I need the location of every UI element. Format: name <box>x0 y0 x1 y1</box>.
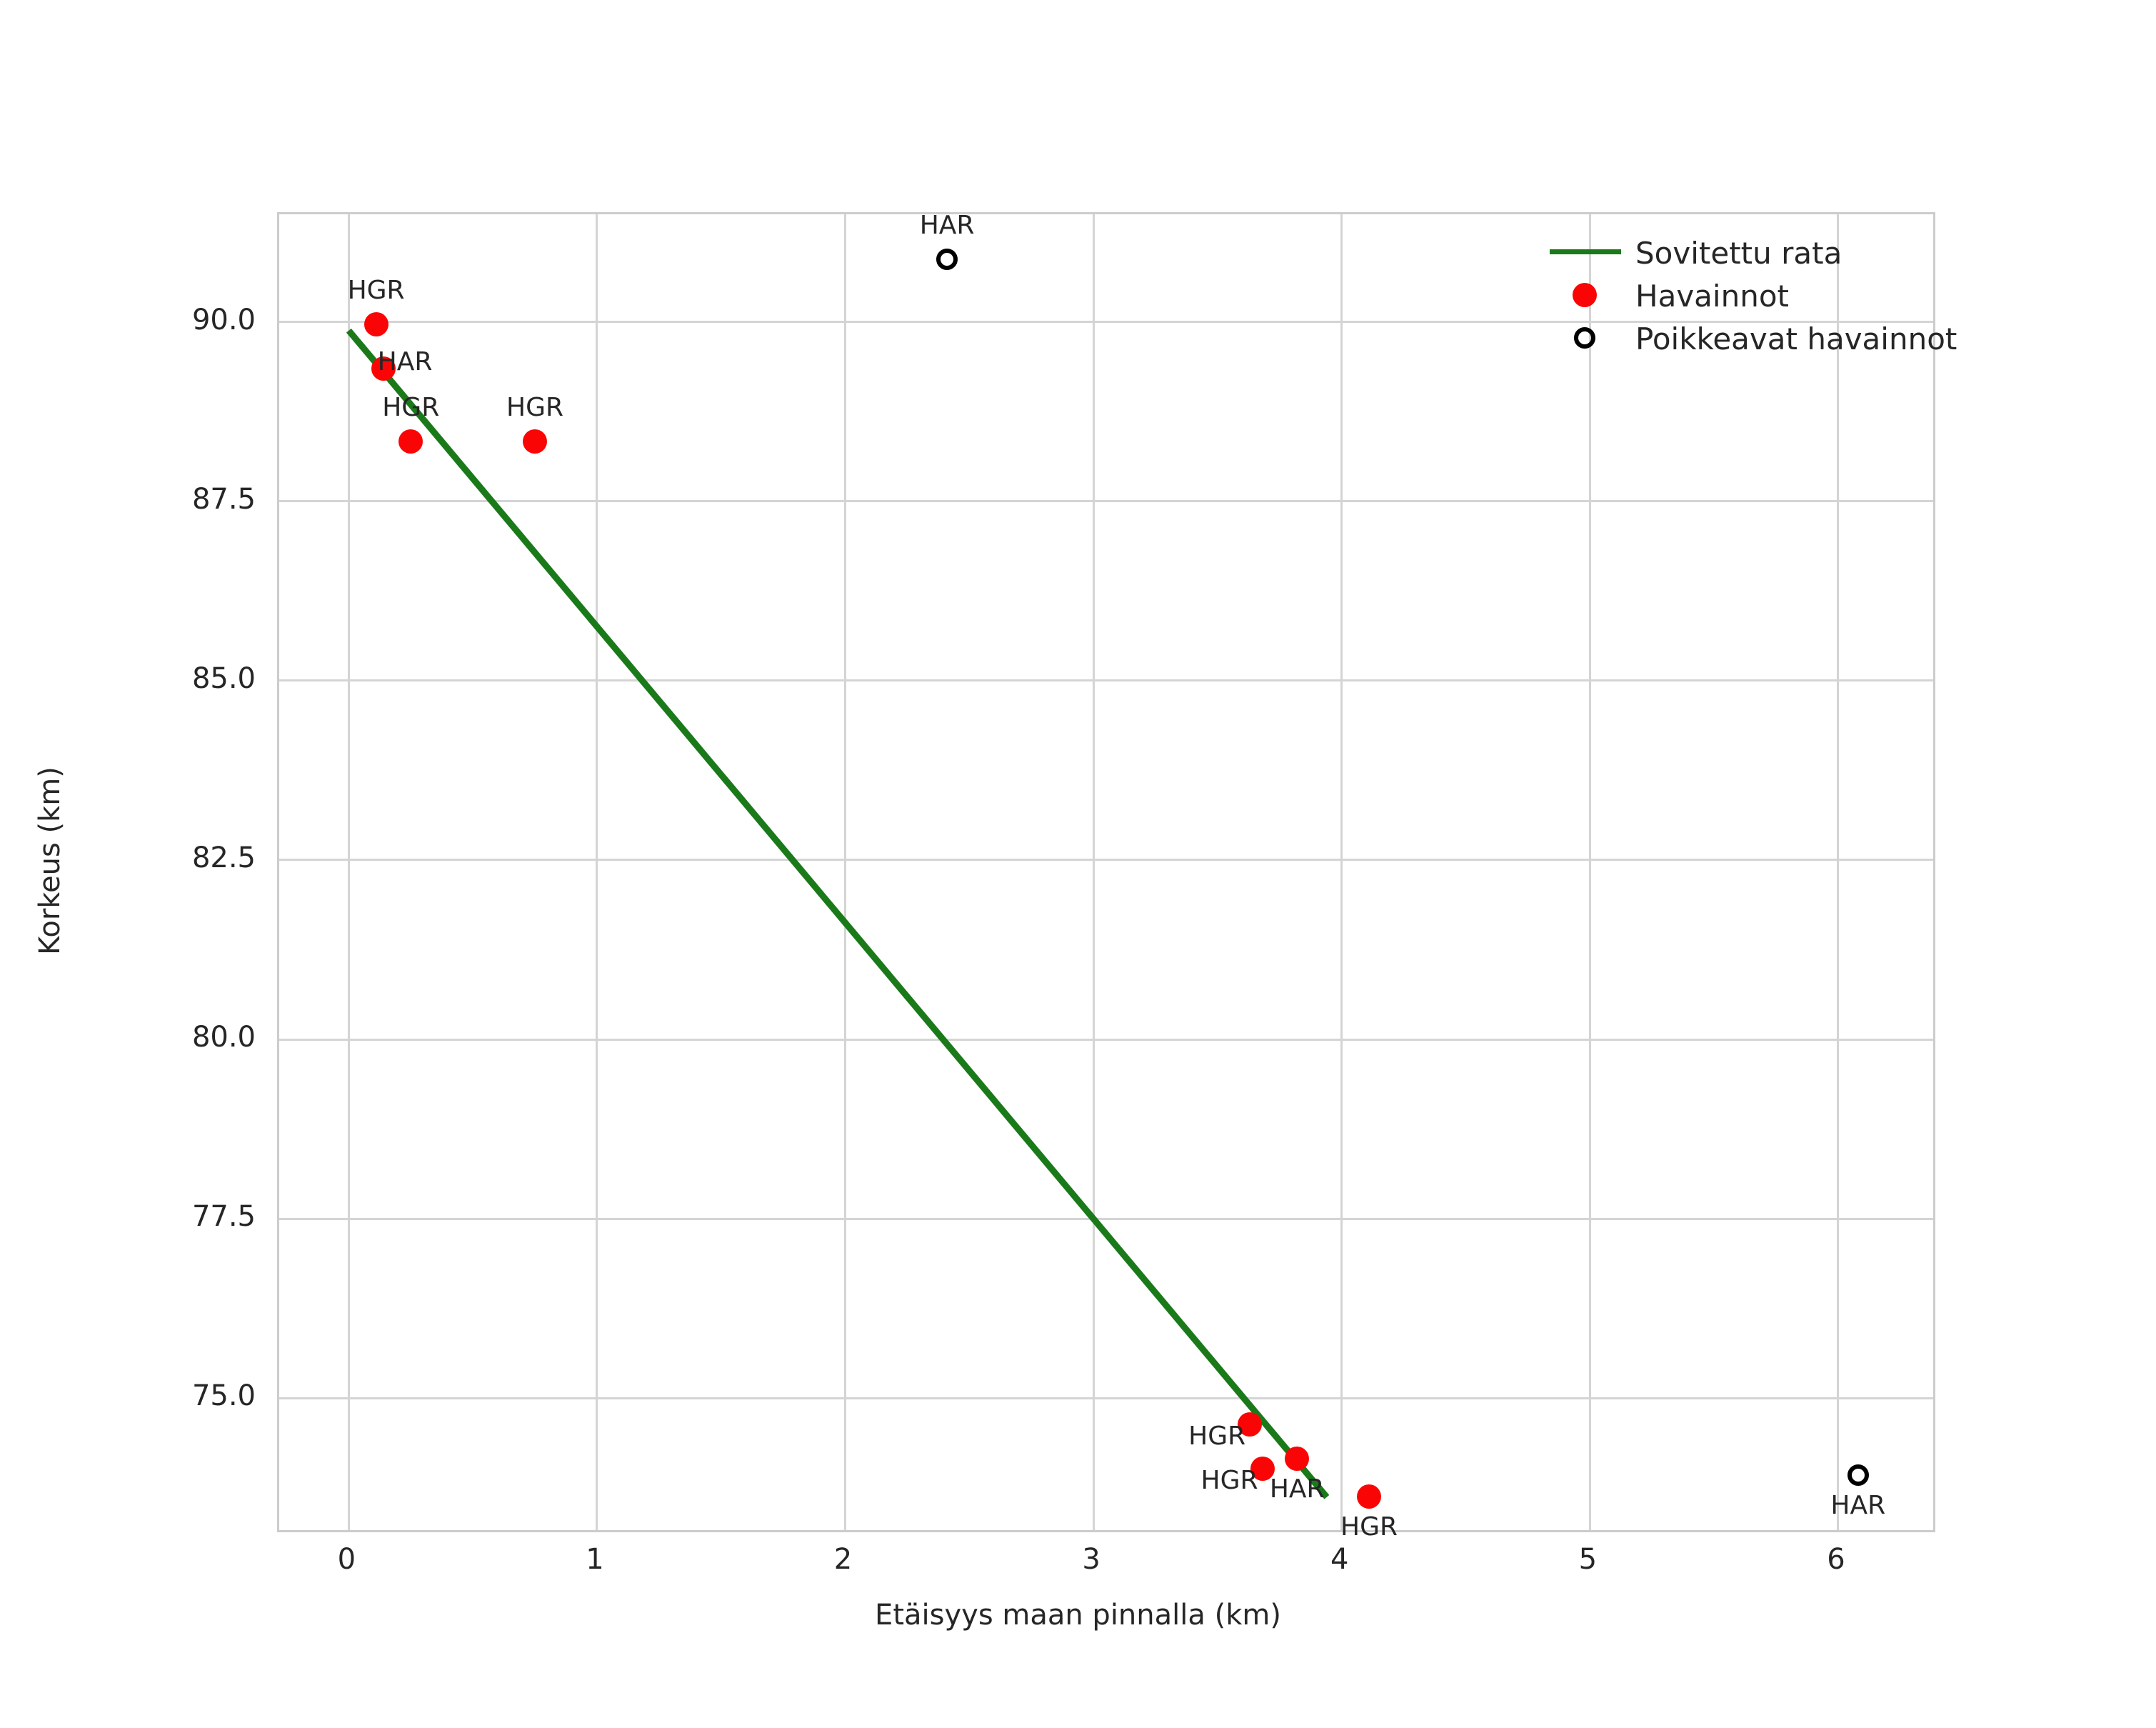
point-label-hgr: HGR <box>347 275 405 305</box>
x-axis-title: Etäisyys maan pinnalla (km) <box>875 1599 1281 1632</box>
y-gridline <box>279 1217 1933 1220</box>
y-gridline <box>279 500 1933 503</box>
x-gridline <box>1092 214 1095 1530</box>
chart-legend: Sovitettu rata Havainnot Poikkeavat havain… <box>1543 230 2085 359</box>
observation-point-marker[interactable] <box>1285 1446 1310 1471</box>
x-gridline <box>1837 214 1840 1530</box>
point-label-hgr: HGR <box>382 393 440 423</box>
y-tick-label: 90.0 <box>191 303 256 336</box>
y-tick-label: 82.5 <box>191 841 256 874</box>
legend-item-1[interactable]: Sovitettu rata <box>1543 230 2085 273</box>
x-tick-label: 3 <box>1082 1543 1100 1576</box>
y-tick-label: 85.0 <box>191 661 256 695</box>
x-tick-label: 1 <box>586 1543 604 1576</box>
observation-point-marker[interactable] <box>363 311 388 336</box>
y-tick-label: 77.5 <box>191 1200 256 1234</box>
observation-point-marker[interactable] <box>1250 1456 1275 1481</box>
point-label-hgr: HGR <box>1200 1465 1258 1495</box>
outlier-point-marker[interactable] <box>1847 1464 1869 1486</box>
y-gridline <box>279 1397 1933 1399</box>
observation-point-marker[interactable] <box>1356 1484 1381 1509</box>
legend-line-swatch-icon <box>1550 249 1621 254</box>
legend-label: Poikkeavat havainnot <box>1635 321 1957 356</box>
y-gridline <box>279 859 1933 861</box>
x-gridline <box>1340 214 1343 1530</box>
legend-key-3 <box>1543 316 1628 359</box>
point-label-har: HAR <box>1269 1474 1325 1504</box>
y-tick-label: 75.0 <box>191 1379 256 1413</box>
point-label-hgr: HGR <box>506 393 564 423</box>
point-label-hgr: HGR <box>1188 1422 1246 1452</box>
plot-area: HGR HAR HGR HGR HGR HGR HAR HGR HAR HAR <box>277 211 1935 1542</box>
x-tick-label: 5 <box>1578 1543 1598 1576</box>
observation-point-marker[interactable] <box>1238 1412 1263 1437</box>
x-tick-label: 6 <box>1827 1543 1845 1576</box>
y-tick-label: 80.0 <box>191 1021 256 1054</box>
x-tick-label: 2 <box>833 1543 853 1576</box>
y-tick-label: 87.5 <box>191 482 256 516</box>
legend-label: Havainnot <box>1635 279 1789 314</box>
point-label-har: HAR <box>1830 1490 1886 1520</box>
x-tick-label: 4 <box>1330 1543 1349 1576</box>
legend-key-2 <box>1543 273 1628 316</box>
x-gridline <box>1588 214 1591 1530</box>
legend-key-1 <box>1543 230 1628 273</box>
x-tick-label: 0 <box>337 1543 356 1576</box>
legend-label: Sovitettu rata <box>1635 236 1842 271</box>
observation-point-marker[interactable] <box>398 429 423 454</box>
legend-open-circle-icon <box>1574 327 1595 349</box>
point-label-har: HAR <box>919 211 975 241</box>
outlier-point-marker[interactable] <box>936 249 958 271</box>
legend-item-3[interactable]: Poikkeavat havainnot <box>1543 316 2085 359</box>
y-gridline <box>279 679 1933 682</box>
x-gridline <box>347 214 350 1530</box>
y-axis-tick-labels: 75.0 77.5 80.0 82.5 85.0 87.5 90.0 <box>0 0 256 1728</box>
y-axis-title: Korkeus (km) <box>34 766 66 955</box>
y-gridline <box>279 321 1933 324</box>
observation-point-marker[interactable] <box>371 356 396 381</box>
point-label-hgr: HGR <box>1340 1512 1398 1542</box>
x-gridline <box>844 214 847 1530</box>
y-gridline <box>279 1038 1933 1041</box>
legend-item-2[interactable]: Havainnot <box>1543 273 2085 316</box>
point-label-har: HAR <box>377 346 433 376</box>
x-gridline <box>596 214 598 1530</box>
observation-point-marker[interactable] <box>523 429 548 454</box>
legend-filled-circle-icon <box>1573 283 1597 307</box>
fitted-trajectory-polyline <box>346 328 1330 1499</box>
